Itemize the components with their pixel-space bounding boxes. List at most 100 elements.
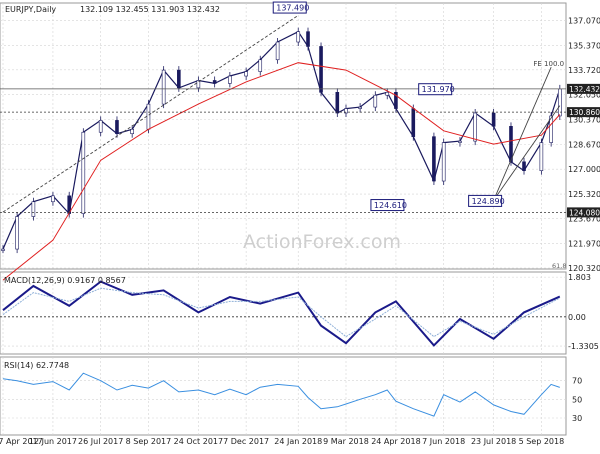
price-level-tag [567, 107, 600, 118]
y-tick-label: 132.050 [568, 91, 600, 100]
candle-body [394, 92, 398, 109]
rsi-tick-label: 50 [572, 395, 582, 404]
annotation-tag-text: 124.610 [374, 201, 407, 210]
x-tick-label: 24 Jan 2018 [274, 437, 322, 446]
macd-tick-label: 1.803 [568, 273, 591, 282]
x-tick-label: 7 Jun 2018 [422, 437, 465, 446]
candle-body [509, 126, 513, 163]
price-level-tag [567, 207, 600, 218]
macd-tick-label: 0.00 [568, 313, 586, 322]
candle-body [15, 216, 19, 250]
annotation-tag-text: 131.970 [422, 85, 455, 94]
candle-body [491, 112, 496, 127]
candle-body [177, 69, 181, 89]
corner-label: 61.8 [552, 262, 566, 270]
price-ohlc: 132.109 132.455 131.903 132.432 [80, 5, 220, 14]
candle-body [1, 248, 5, 251]
candle-body [335, 92, 340, 114]
price-panel [0, 2, 567, 270]
x-tick-label: 26 Jul 2017 [78, 437, 123, 446]
y-tick-label: 128.670 [568, 141, 600, 150]
y-tick-label: 127.000 [568, 165, 600, 174]
candle-body [161, 69, 166, 105]
y-tick-label: 133.720 [568, 66, 600, 75]
x-tick-label: 8 Sep 2017 [126, 437, 172, 446]
overlay-layer: 130.860 124.080 132.432 137.490 124.610 131.9… [0, 1, 600, 218]
series-layer [1, 27, 562, 417]
rsi-title: RSI(14) 62.7748 [4, 361, 69, 370]
trendline [493, 66, 552, 201]
candle-body [411, 108, 416, 137]
candle-body [98, 120, 103, 133]
macd-signal-line [2, 287, 561, 338]
annotation-tag-text: 124.890 [472, 197, 505, 206]
rsi-line [2, 372, 560, 417]
candle-body [358, 106, 362, 109]
rsi-tick-label: 70 [572, 377, 582, 386]
x-tick-label: 24 Apr 2018 [371, 437, 420, 446]
candle-body [319, 46, 323, 93]
trendline [2, 15, 299, 213]
x-tick-label: 12 Jun 2017 [29, 437, 77, 446]
annotation-tag [272, 1, 307, 14]
candle-body [146, 103, 151, 130]
annotation-tag [370, 199, 405, 212]
candle-body [432, 136, 436, 182]
candle-body [385, 92, 390, 96]
y-tick-label: 120.320 [568, 264, 600, 273]
x-tick-label: 5 Sep 2018 [519, 437, 565, 446]
fe-label: FE 100.0 [533, 60, 564, 68]
candle-body [441, 142, 446, 182]
candle-body [473, 112, 477, 142]
candle-body [258, 59, 263, 72]
price-title: EURJPY,Daily [5, 5, 56, 14]
trendline [493, 105, 561, 201]
x-tick-label: 23 Jul 2018 [471, 437, 516, 446]
candle-body [549, 115, 553, 143]
candle-body [458, 140, 462, 143]
price-line [2, 30, 561, 250]
candle-body [81, 131, 86, 214]
y-tick-label: 121.970 [568, 240, 600, 249]
y-tick-label: 135.370 [568, 41, 600, 50]
y-tick-label: 130.370 [568, 115, 600, 124]
candle-body [244, 71, 248, 77]
price-level-tag-text: 130.860 [569, 108, 600, 117]
price-level-tag-text: 124.080 [569, 208, 600, 217]
y-tick-label: 125.320 [568, 190, 600, 199]
grid-layer [0, 3, 566, 435]
x-tick-label: 9 Mar 2018 [323, 437, 369, 446]
candle-body [373, 94, 378, 108]
x-tick-label: 7 Dec 2017 [223, 437, 269, 446]
x-tick-label: 27 Apr 2017 [0, 437, 43, 446]
candle-body [539, 142, 544, 171]
candle-body [344, 108, 348, 114]
annotation-tag [468, 194, 503, 207]
macd-line [2, 280, 561, 347]
candle-body [115, 120, 119, 135]
macd-tick-label: -1.3305 [568, 342, 599, 351]
y-tick-label: 137.070 [568, 16, 600, 25]
macd-title: MACD(12,26,9) 0.9167 0.8567 [4, 276, 126, 285]
candle-body [130, 128, 134, 135]
annotation-tag-text: 137.490 [276, 4, 309, 13]
price-level-tag [567, 83, 600, 94]
candle-body [212, 80, 217, 84]
price-level-tag-text: 132.432 [569, 85, 600, 94]
rsi-panel [0, 356, 567, 436]
candle-body [228, 75, 232, 84]
candle-body [296, 31, 301, 43]
x-tick-label: 24 Oct 2017 [174, 437, 223, 446]
candle-body [275, 41, 280, 61]
candle-body [522, 161, 526, 171]
candle-body [196, 80, 201, 89]
rsi-tick-label: 30 [572, 414, 582, 423]
y-tick-label: 123.670 [568, 214, 600, 223]
candle-body [306, 31, 310, 47]
candle-body [31, 201, 36, 217]
annotation-tag [418, 83, 453, 96]
moving-average-line [2, 62, 561, 281]
